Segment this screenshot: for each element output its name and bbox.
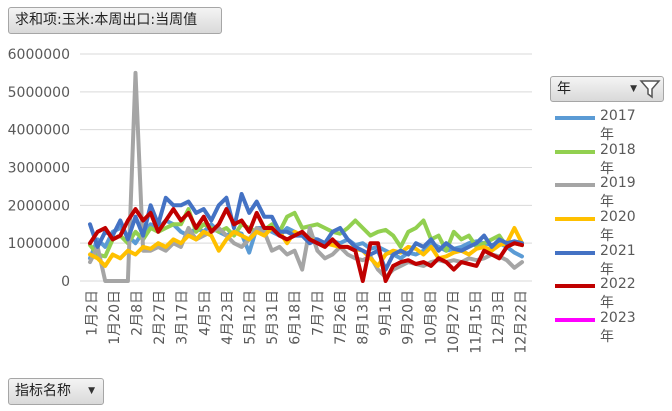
value-field-button[interactable]: 求和项:玉米:本周出口:当周值 xyxy=(8,7,222,34)
legend-swatch xyxy=(555,217,595,222)
plot-area xyxy=(88,70,524,283)
row-field-label: 指标名称 xyxy=(15,383,71,399)
legend-label: 2023年 xyxy=(600,310,636,346)
x-tick-label: 4月5日 xyxy=(197,290,213,336)
x-tick-label: 5月31日 xyxy=(265,290,281,345)
legend-label: 2020年 xyxy=(600,209,636,245)
legend-swatch xyxy=(555,250,595,255)
x-tick-label: 10月8日 xyxy=(423,290,439,345)
x-tick-label: 2月8日 xyxy=(130,290,146,336)
legend-swatch xyxy=(555,318,595,323)
x-tick-label: 4月23日 xyxy=(220,290,236,345)
filter-icon[interactable] xyxy=(639,79,661,99)
row-field-button[interactable]: 指标名称 ▼ xyxy=(8,378,104,405)
legend-label: 2022年 xyxy=(600,276,636,312)
y-tick-label: 1000000 xyxy=(8,236,70,252)
legend-swatch xyxy=(555,149,595,154)
series-line-2 xyxy=(88,70,524,283)
series-line-5 xyxy=(88,207,524,283)
legend-label: 2019年 xyxy=(600,175,636,211)
x-tick-label: 6月18日 xyxy=(288,290,304,345)
x-tick-label: 12月22日 xyxy=(514,290,530,354)
y-tick-label: 4000000 xyxy=(8,123,70,139)
y-tick-label: 5000000 xyxy=(8,85,70,101)
legend-label: 2017年 xyxy=(600,108,636,143)
x-tick-label: 1月2日 xyxy=(84,290,100,336)
chevron-down-icon[interactable]: ▼ xyxy=(88,386,95,396)
y-tick-label: 2000000 xyxy=(8,198,70,214)
series-line-1 xyxy=(88,207,524,259)
y-tick-label: 6000000 xyxy=(8,47,70,63)
x-tick-label: 7月26日 xyxy=(333,290,349,345)
legend-field-button[interactable]: 年 ▼ xyxy=(550,76,664,102)
value-field-label: 求和项:玉米:本周出口:当周值 xyxy=(15,12,198,28)
x-axis: 1月2日 1月20日 2月8日 2月27日 3月17日 4月5日 4月23日 5月12日 5月3… xyxy=(84,290,529,354)
legend-label: 2018年 xyxy=(600,141,636,177)
x-tick-label: 11月15日 xyxy=(469,290,485,354)
legend-swatch xyxy=(555,116,595,120)
x-tick-label: 8月13日 xyxy=(356,290,372,345)
legend-swatch xyxy=(555,284,595,289)
x-tick-label: 9月1日 xyxy=(378,290,394,336)
x-tick-label: 3月17日 xyxy=(175,290,191,345)
legend-swatch xyxy=(555,183,595,188)
x-tick-label: 9月20日 xyxy=(401,290,417,345)
series-line-4 xyxy=(88,192,524,272)
x-tick-label: 7月7日 xyxy=(310,290,326,336)
chevron-down-icon[interactable]: ▼ xyxy=(630,84,637,94)
y-axis: 0 1000000 2000000 3000000 4000000 5000000 6000… xyxy=(8,47,70,290)
x-tick-label: 12月3日 xyxy=(491,290,507,345)
y-tick-label: 0 xyxy=(61,274,70,290)
x-tick-label: 5月12日 xyxy=(243,290,259,345)
legend-field-label: 年 xyxy=(557,81,571,97)
x-tick-label: 1月20日 xyxy=(107,290,123,345)
x-tick-label: 10月27日 xyxy=(446,290,462,354)
x-tick-label: 2月27日 xyxy=(152,290,168,345)
legend-label: 2021年 xyxy=(600,242,636,278)
y-tick-label: 3000000 xyxy=(8,161,70,177)
